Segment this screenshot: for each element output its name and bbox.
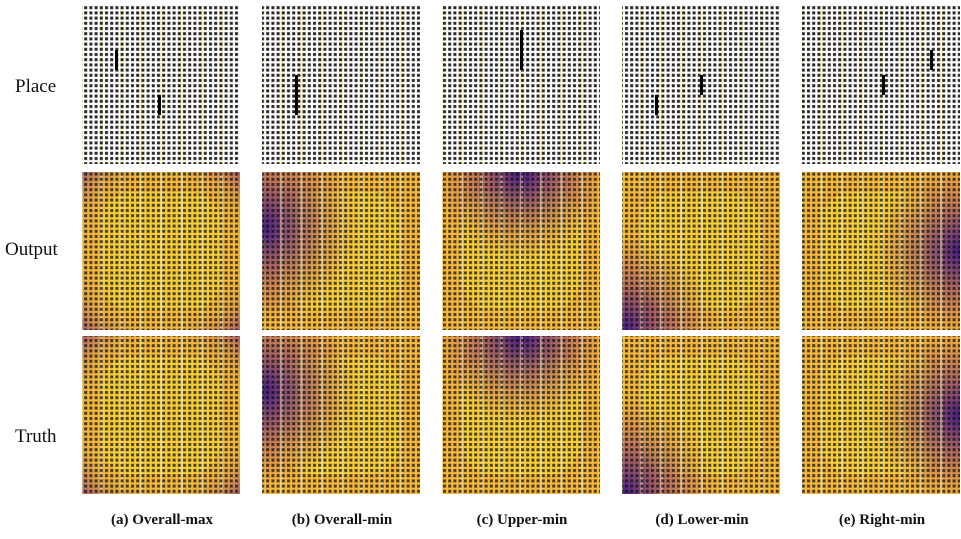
cell-dots bbox=[262, 172, 420, 330]
cell-dots bbox=[442, 336, 600, 494]
row-label: Output bbox=[5, 239, 59, 260]
caption: (b) Overall-min bbox=[292, 512, 393, 528]
caption: (d) Lower-min bbox=[655, 512, 749, 528]
cell-dots bbox=[802, 336, 960, 494]
panels bbox=[82, 6, 960, 494]
caption: (a) Overall-max bbox=[111, 512, 214, 528]
macro-block bbox=[882, 75, 885, 95]
cell-dots bbox=[82, 336, 240, 494]
macro-block bbox=[115, 50, 118, 70]
cell-dots bbox=[622, 336, 780, 494]
caption: (c) Upper-min bbox=[477, 512, 568, 528]
macro-block bbox=[520, 30, 523, 50]
cell-dots bbox=[622, 172, 780, 330]
macro-block bbox=[295, 75, 298, 95]
cell-dots bbox=[82, 172, 240, 330]
cell-dots bbox=[262, 336, 420, 494]
macro-block bbox=[700, 75, 703, 95]
cell-dots bbox=[802, 6, 960, 164]
macro-block bbox=[295, 95, 298, 115]
macro-block bbox=[520, 50, 523, 70]
row-label: Place bbox=[15, 76, 56, 97]
macro-block bbox=[930, 50, 933, 70]
macro-block bbox=[655, 95, 658, 115]
cell-dots bbox=[802, 172, 960, 330]
cell-dots bbox=[442, 172, 600, 330]
cell-dots bbox=[82, 6, 240, 164]
row-label: Truth bbox=[15, 426, 57, 447]
cell-dots bbox=[442, 6, 600, 164]
macro-block bbox=[158, 95, 161, 115]
cell-dots bbox=[262, 6, 420, 164]
caption: (e) Right-min bbox=[839, 512, 926, 528]
